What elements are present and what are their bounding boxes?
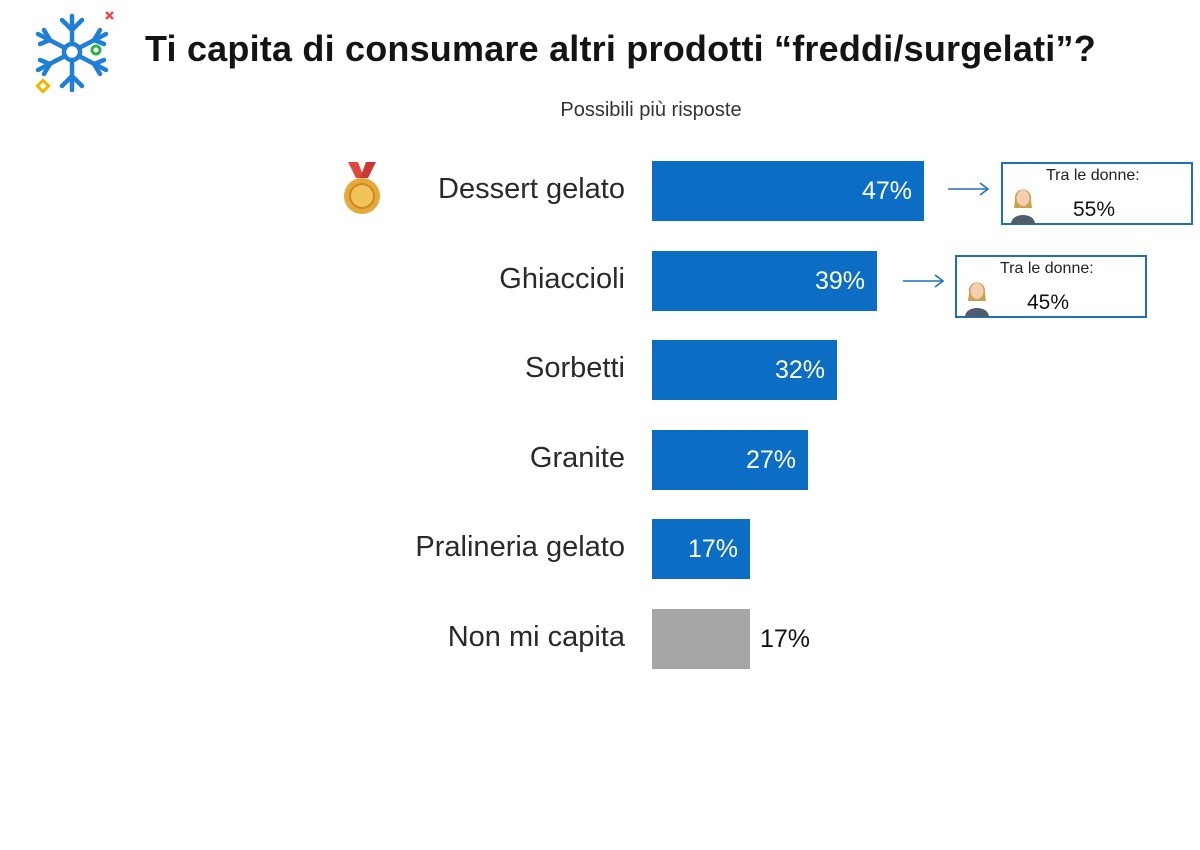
- category-label: Sorbetti: [525, 352, 625, 384]
- page-title: Ti capita di consumare altri prodotti “f…: [145, 28, 1096, 69]
- arrow-right-icon: [903, 274, 945, 288]
- category-label: Non mi capita: [447, 621, 625, 653]
- woman-icon: [1011, 189, 1035, 224]
- medal-icon: [344, 162, 380, 214]
- bar: [652, 609, 750, 669]
- value-label: 17%: [760, 625, 811, 653]
- callout-label: Tra le donne:: [1046, 167, 1140, 184]
- callout-women-dessert: Tra le donne: 55%: [1001, 162, 1193, 225]
- category-label: Pralineria gelato: [415, 531, 625, 563]
- value-label: 47%: [861, 177, 912, 205]
- bar: [652, 430, 808, 490]
- category-label: Granite: [529, 442, 625, 474]
- bar: [652, 161, 924, 221]
- callout-value: 45%: [1027, 291, 1070, 314]
- chart-subtitle: Possibili più risposte: [560, 99, 742, 121]
- callout-label: Tra le donne:: [1000, 260, 1094, 277]
- arrow-right-icon: [948, 182, 990, 196]
- value-label: 39%: [814, 267, 865, 295]
- category-label: Ghiaccioli: [499, 263, 625, 295]
- value-label: 27%: [745, 446, 796, 474]
- snowflake-logo-icon: [35, 11, 114, 94]
- category-label: Dessert gelato: [438, 173, 625, 205]
- bar: [652, 340, 837, 400]
- woman-icon: [965, 282, 989, 317]
- bar: [652, 251, 877, 311]
- callout-value: 55%: [1073, 198, 1116, 221]
- bar: [652, 519, 750, 579]
- value-label: 17%: [687, 535, 738, 563]
- value-label: 32%: [774, 356, 825, 384]
- callout-women-ghiaccioli: Tra le donne: 45%: [955, 255, 1147, 318]
